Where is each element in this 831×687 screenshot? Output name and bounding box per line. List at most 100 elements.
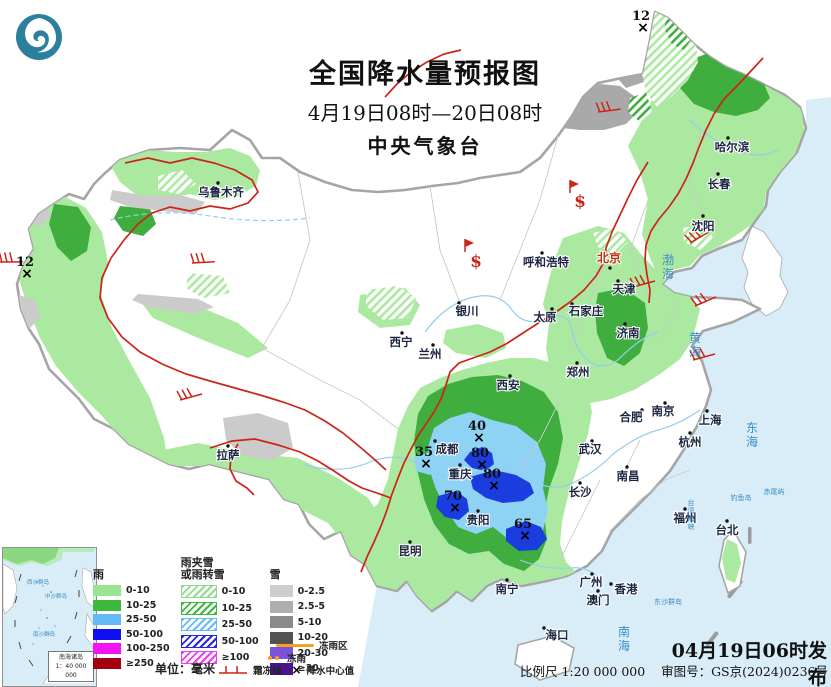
legend-swatch	[93, 585, 121, 596]
precip-region-rain-10-25	[49, 204, 91, 261]
legend-row: 2.5-5	[269, 600, 328, 613]
legend: 雨 0-10 10-25 25-50 50-100 100-250 ≥250 雨夹雪 或雨…	[93, 552, 328, 678]
city-dot	[575, 361, 579, 365]
freezing-rain-icon	[268, 656, 272, 660]
precip-center-value: 40	[468, 419, 486, 434]
inset-map	[54, 625, 56, 627]
city-label: 郑州	[567, 365, 590, 379]
inset-island-label: 中沙群岛	[45, 594, 68, 600]
island-chain	[705, 631, 719, 647]
legend-sleet-title-2: 或雨转雪	[180, 568, 225, 582]
island-label: 湾	[688, 506, 695, 515]
city-dot	[508, 374, 512, 378]
inset-island-label: 西沙群岛	[27, 580, 50, 586]
hainan-island	[514, 635, 575, 681]
legend-swatch	[93, 599, 121, 611]
precip-center-value: 80	[483, 467, 501, 482]
inset-map	[32, 581, 56, 645]
sea-label: 南	[618, 624, 630, 639]
legend-freezing-rain-zone: 冻雨区	[276, 638, 348, 652]
city-label: 西安	[497, 378, 520, 392]
precip-region-sleet	[664, 14, 692, 50]
frost-line	[209, 438, 392, 499]
city-label: 兰州	[419, 347, 442, 361]
inset-map	[2, 563, 18, 615]
precip-center-value: 65	[514, 517, 532, 532]
city-label: 乌鲁木齐	[198, 185, 244, 199]
frost-lines	[99, 49, 764, 573]
legend-frost-line: 霜冻线 × 降水中心值	[218, 663, 354, 677]
rivers	[519, 559, 599, 579]
legend-label: 20-30	[297, 647, 328, 659]
city-dot	[701, 214, 705, 218]
legend-swatch	[269, 662, 293, 675]
island-label: 峡	[688, 522, 695, 531]
city-label: 南京	[652, 404, 675, 418]
city-dot	[457, 301, 461, 305]
legend-label: 25-50	[221, 619, 252, 630]
inset-map	[40, 609, 42, 611]
city-label: 合肥	[620, 410, 643, 424]
frost-line	[99, 157, 387, 471]
island-label: 台湾海峡	[688, 498, 695, 531]
legend-row: 10-25	[180, 601, 259, 615]
city-dot	[683, 507, 687, 511]
city-label: 贵阳	[467, 513, 490, 527]
city-label: 福州	[673, 511, 697, 525]
precip-center-mark: ×	[21, 266, 33, 282]
legend-snow-column: 雪	[270, 552, 328, 582]
inset-map	[74, 611, 78, 620]
inset-map	[14, 569, 80, 667]
legend-row: 10-25	[93, 599, 170, 611]
city-dot	[505, 578, 509, 582]
city-dot	[433, 439, 437, 443]
footer-row: 比例尺 1:20 000 000 审图号：GS京(2024)0236号	[520, 661, 828, 680]
city-label: 呼和浩特	[523, 255, 569, 269]
city-label: 银川	[456, 304, 479, 318]
inset-map	[66, 635, 72, 644]
title-block: 全国降水量预报图 4月19日08时—20日08时 中央气象台	[240, 52, 610, 159]
city-dot	[590, 572, 594, 576]
legend-label: 2.5-5	[297, 601, 325, 612]
city-label: 台北	[716, 523, 739, 537]
cma-dragon-logo-icon	[30, 21, 37, 27]
legend-row: ≥30	[269, 662, 328, 675]
inset-map	[38, 627, 40, 629]
city-dot	[540, 251, 544, 255]
precip-center-value: 12	[632, 9, 650, 24]
city-label: 上海	[699, 413, 722, 427]
freezing-rain-icon	[275, 656, 279, 660]
legend-label: 10-25	[126, 599, 157, 611]
legend-swatch	[180, 618, 217, 631]
freezing-rain-zone-icon	[276, 643, 314, 647]
sea-label: 海	[689, 344, 701, 359]
inset-map	[3, 548, 94, 566]
legend-swatch	[269, 600, 293, 613]
issue-time: 04月19日06时发布	[671, 640, 827, 687]
sea-area	[358, 97, 831, 687]
city-dot	[640, 408, 644, 412]
precip-center-mark: ×	[637, 20, 649, 36]
inset-map	[50, 591, 52, 593]
inset-map	[18, 573, 22, 582]
legend-snow-column: 0-2.5 2.5-5 5-10 10-20 20-30 ≥30	[269, 585, 328, 678]
sea-label: 海	[662, 266, 674, 281]
legend-rain-column: 0-10 10-25 25-50 50-100 100-250 ≥250	[93, 585, 170, 672]
precip-center-label: 降水中心值	[306, 666, 355, 677]
island-chain	[748, 527, 752, 544]
legend-sleet-column: 雨夹雪 或雨转雪 0-10 10-25 25-50 50-100 ≥100	[180, 552, 259, 678]
precip-center-mark: ×	[473, 430, 485, 446]
island-label: 台	[688, 498, 695, 507]
city-label: 重庆	[449, 467, 472, 481]
city-dot	[608, 266, 612, 270]
city-label: 石家庄	[568, 304, 604, 318]
precip-center-mark: ×	[519, 528, 531, 544]
precip-center-value: 70	[444, 489, 462, 504]
cma-dragon-logo-icon	[25, 18, 57, 53]
legend-row: 50-100	[180, 634, 259, 648]
frost-line	[644, 57, 764, 304]
dust-storm-icon: $	[470, 252, 482, 272]
inset-map	[18, 641, 22, 650]
city-dot	[570, 302, 574, 306]
